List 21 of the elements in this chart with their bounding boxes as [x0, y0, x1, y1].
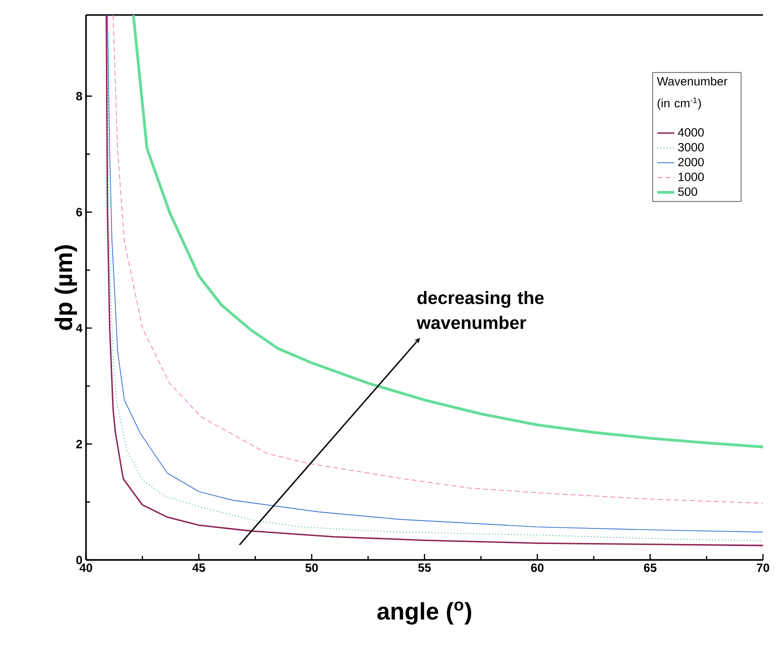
x-tick-label: 45 — [192, 564, 206, 572]
legend-label: 1000 — [678, 172, 704, 182]
y-axis-title: dp (µm) — [54, 245, 77, 330]
x-tick-label: 65 — [644, 564, 656, 572]
y-tick-label: 8 — [76, 92, 82, 100]
x-tick-label: 55 — [418, 564, 431, 572]
y-tick-label: 6 — [76, 208, 82, 216]
x-axis-title: angle ($^{o}$) — [377, 602, 472, 625]
y-tick-label: 2 — [76, 440, 82, 448]
legend-label: 500 — [678, 187, 698, 196]
y-tick-label: 0 — [76, 556, 82, 564]
x-tick-label: 40 — [80, 564, 92, 572]
x-tick-label: 50 — [305, 564, 318, 572]
y-tick-label: 4 — [76, 324, 82, 332]
x-tick-label: 70 — [756, 564, 770, 572]
annotation: decreasing the wavenumber — [416, 291, 544, 330]
legend-title: Wavenumber (in cm$^{-1}$) — [656, 76, 728, 110]
legend-label: 2000 — [678, 158, 704, 166]
legend-label: 3000 — [678, 143, 704, 152]
legend-label: 4000 — [678, 128, 704, 137]
x-tick-label: 60 — [531, 564, 544, 572]
